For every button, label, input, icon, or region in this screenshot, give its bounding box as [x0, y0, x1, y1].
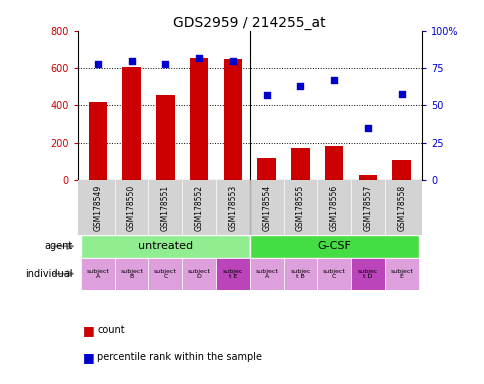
Text: GSM178553: GSM178553 [228, 185, 237, 231]
Text: subject
A: subject A [255, 268, 277, 279]
Text: GSM178556: GSM178556 [329, 185, 338, 231]
Text: subjec
t E: subjec t E [222, 268, 242, 279]
Text: GSM178557: GSM178557 [363, 185, 372, 231]
Text: GSM178552: GSM178552 [194, 185, 203, 231]
Point [296, 83, 303, 89]
Text: subject
E: subject E [390, 268, 412, 279]
Bar [89, 102, 107, 180]
Bar [257, 158, 275, 180]
Text: subject
C: subject C [322, 268, 345, 279]
Bar [317, 258, 350, 290]
Bar [249, 258, 283, 290]
Text: individual: individual [25, 269, 73, 279]
Bar [223, 59, 242, 180]
Text: GSM178550: GSM178550 [127, 185, 136, 231]
Text: percentile rank within the sample: percentile rank within the sample [97, 352, 261, 362]
Bar [249, 235, 418, 258]
Bar [189, 58, 208, 180]
Bar [182, 258, 215, 290]
Text: subject
A: subject A [86, 268, 109, 279]
Text: agent: agent [45, 241, 73, 251]
Text: GSM178549: GSM178549 [93, 185, 102, 231]
Point [195, 55, 203, 61]
Text: untreated: untreated [137, 241, 193, 251]
Bar [81, 258, 115, 290]
Text: G-CSF: G-CSF [317, 241, 350, 251]
Text: subject
D: subject D [187, 268, 210, 279]
Bar [122, 67, 141, 180]
Title: GDS2959 / 214255_at: GDS2959 / 214255_at [173, 16, 325, 30]
Bar [358, 175, 377, 180]
Text: subject
B: subject B [120, 268, 143, 279]
Point [397, 91, 405, 97]
Bar [392, 160, 410, 180]
Bar [350, 258, 384, 290]
Text: GSM178555: GSM178555 [295, 185, 304, 231]
Text: subjec
t D: subjec t D [357, 268, 378, 279]
Point [262, 92, 270, 98]
Point [161, 61, 169, 67]
Point [363, 125, 371, 131]
Bar [148, 258, 182, 290]
Text: GSM178551: GSM178551 [161, 185, 169, 231]
Bar [290, 149, 309, 180]
Bar [215, 258, 249, 290]
Text: subjec
t B: subjec t B [289, 268, 310, 279]
Text: count: count [97, 325, 124, 335]
Point [94, 61, 102, 67]
Text: GSM178558: GSM178558 [396, 185, 406, 231]
Bar [81, 235, 249, 258]
Bar [115, 258, 148, 290]
Text: ■: ■ [82, 351, 94, 364]
Bar [384, 258, 418, 290]
Text: subject
C: subject C [153, 268, 177, 279]
Point [228, 58, 236, 64]
Text: GSM178554: GSM178554 [262, 185, 271, 231]
Point [330, 77, 337, 83]
Bar [156, 95, 174, 180]
Bar [283, 258, 317, 290]
Text: ■: ■ [82, 324, 94, 337]
Bar [324, 146, 343, 180]
Point [127, 58, 135, 64]
